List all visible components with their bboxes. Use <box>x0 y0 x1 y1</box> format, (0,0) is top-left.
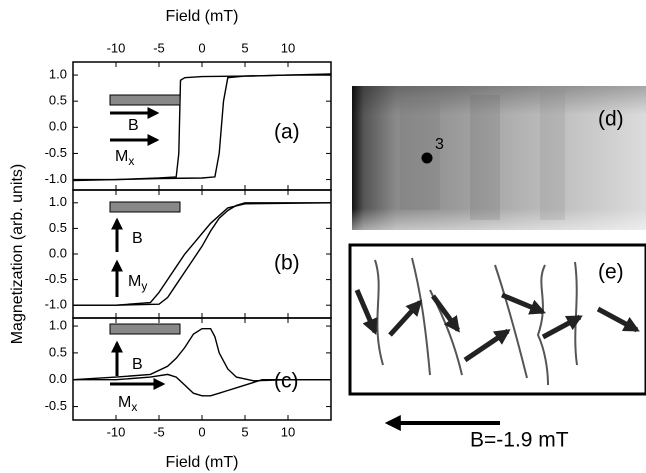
y-tick-label: -1.0 <box>45 297 67 312</box>
y-tick-label: 0.5 <box>49 220 67 235</box>
x-tick-label: 0 <box>198 424 205 439</box>
y-tick-label: 0.5 <box>49 344 67 359</box>
y-tick-label: -0.5 <box>45 398 67 413</box>
x-tick-label: -10 <box>107 40 126 55</box>
x-tick-label: 0 <box>198 40 205 55</box>
panel-label: (d) <box>598 108 624 131</box>
y-tick-label: 0.0 <box>49 245 67 260</box>
m-main: M <box>128 273 141 290</box>
point-label: 3 <box>435 136 444 153</box>
y-tick-label: 1.0 <box>49 66 67 81</box>
x-axis-title: Field (mT) <box>166 8 239 25</box>
m-main: M <box>118 394 131 411</box>
data-line <box>73 73 331 181</box>
x-tick-label: 10 <box>281 424 295 439</box>
y-tick-label: 1.0 <box>49 194 67 209</box>
b-label: B <box>132 356 143 373</box>
m-sub: y <box>141 279 147 293</box>
panel-label: (b) <box>274 252 300 275</box>
data-line <box>73 202 331 306</box>
bar-symbol <box>109 323 181 335</box>
x-tick-label: 10 <box>281 40 295 55</box>
x-tick-label: 5 <box>241 40 248 55</box>
y-tick-label: 0.5 <box>49 93 67 108</box>
y-tick-label: -0.5 <box>45 271 67 286</box>
x-tick-label: -5 <box>153 40 165 55</box>
b-label: B <box>132 230 143 247</box>
field-label: B=-1.9 mT <box>470 429 569 452</box>
y-axis-title: Magnetization (arb. units) <box>9 164 26 345</box>
y-tick-label: 0.0 <box>49 371 67 386</box>
bar-symbol <box>109 94 181 106</box>
m-label: Mx <box>118 394 137 414</box>
image-e: (e) <box>348 243 646 396</box>
panel-label: (c) <box>274 370 299 393</box>
data-line <box>73 328 331 382</box>
y-tick-label: 0.0 <box>49 119 67 134</box>
m-label: My <box>128 273 147 293</box>
y-tick-label: -0.5 <box>45 145 67 160</box>
m-main: M <box>115 148 128 165</box>
x-tick-label: -10 <box>107 424 126 439</box>
m-sub: x <box>128 154 134 168</box>
panel-label: (a) <box>274 121 300 144</box>
x-tick-label: -5 <box>153 424 165 439</box>
data-line <box>73 373 331 397</box>
panel-label: (e) <box>598 261 624 284</box>
m-label: Mx <box>115 148 134 168</box>
b-label: B <box>128 117 139 134</box>
y-tick-label: 1.0 <box>49 317 67 332</box>
data-line <box>73 202 331 306</box>
m-sub: x <box>131 400 137 414</box>
bar-symbol <box>109 201 181 213</box>
x-axis-title: Field (mT) <box>166 454 239 471</box>
y-tick-label: -1.0 <box>45 171 67 186</box>
x-tick-label: 5 <box>241 424 248 439</box>
image-d: 3 (d) <box>352 86 646 230</box>
